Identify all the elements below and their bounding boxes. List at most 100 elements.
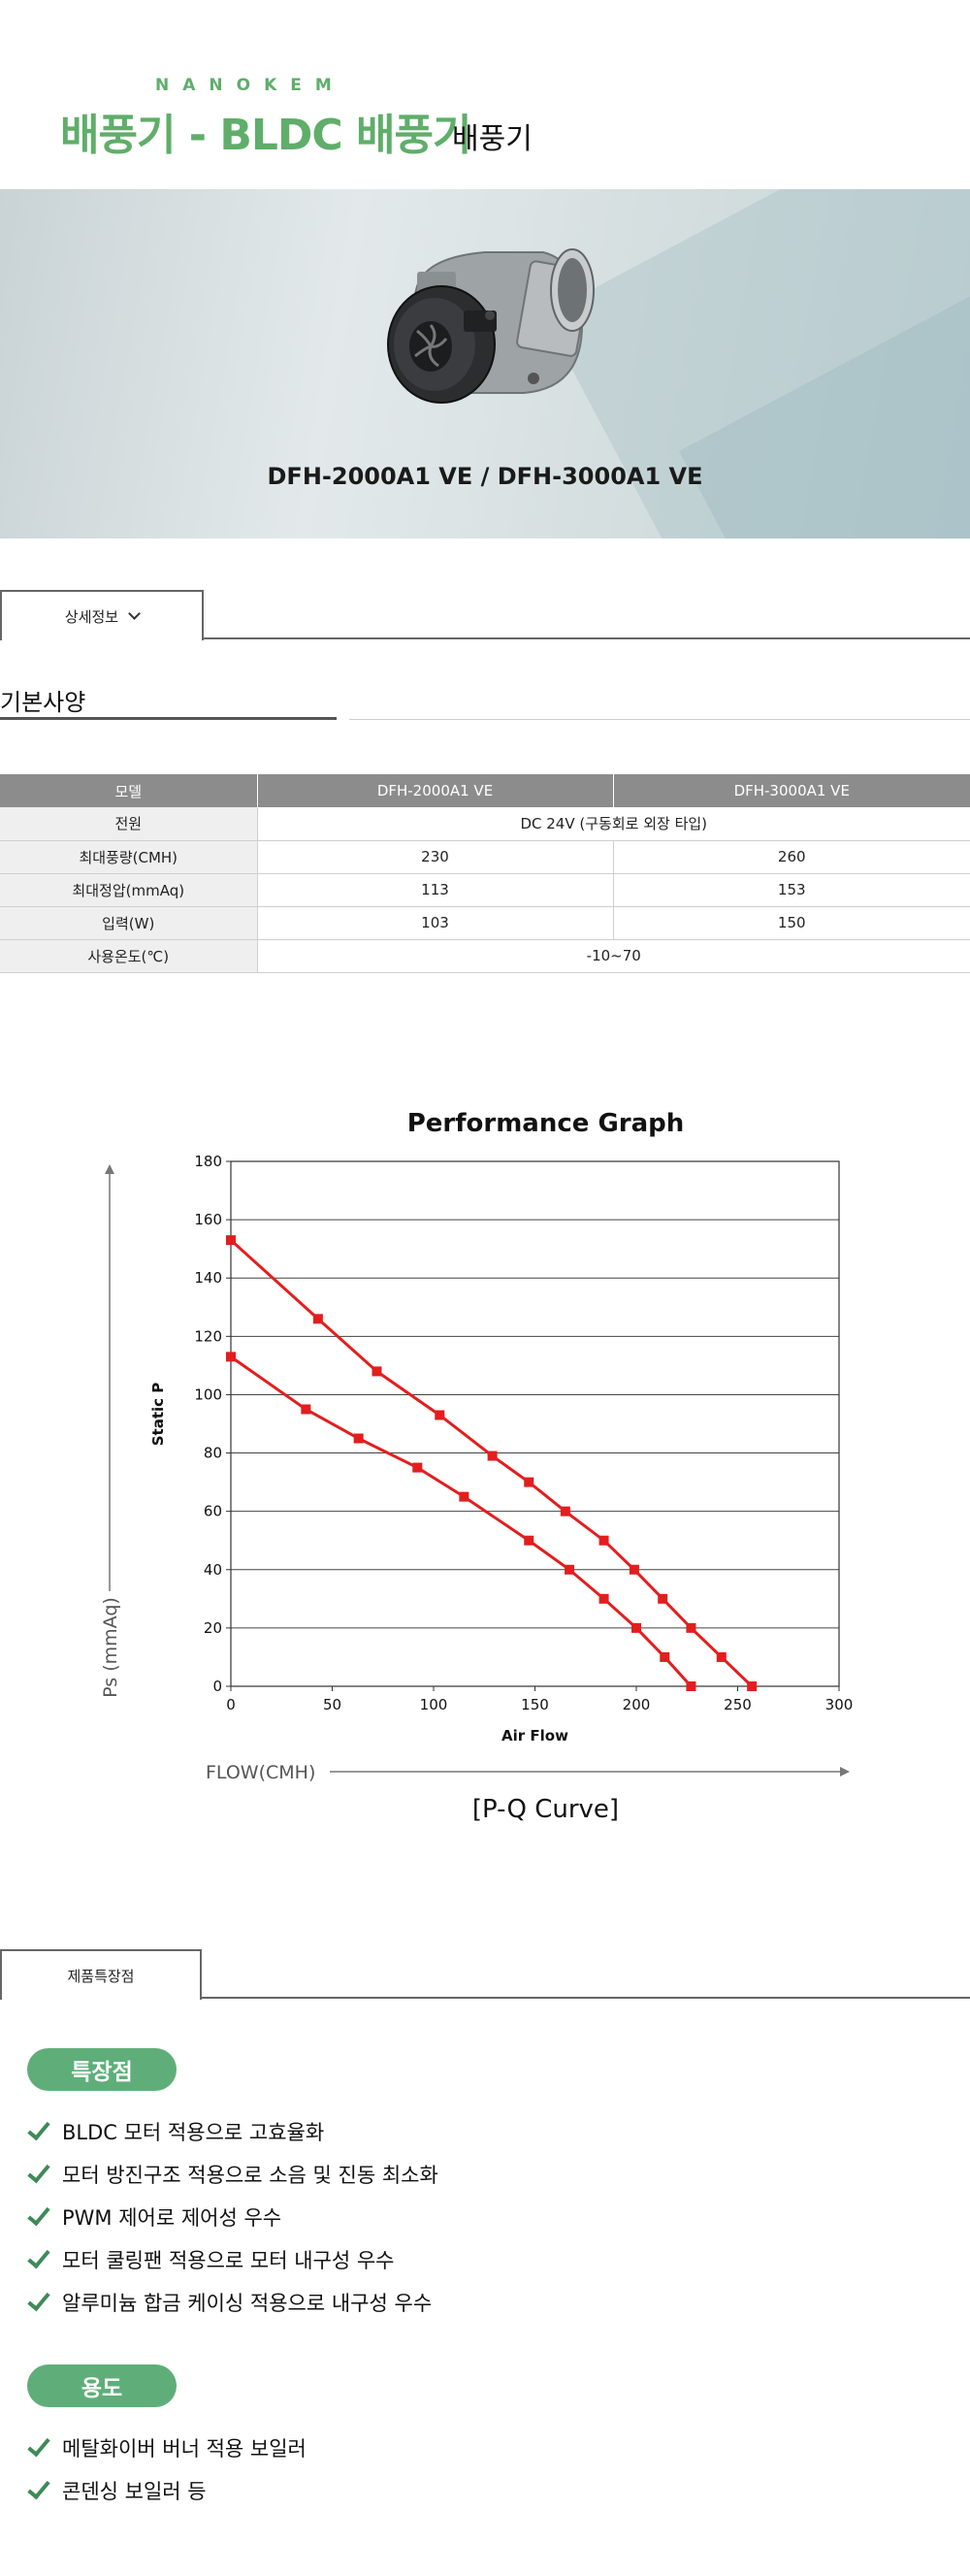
data-point bbox=[435, 1410, 445, 1420]
tab-divider bbox=[0, 637, 970, 639]
check-icon bbox=[27, 2287, 50, 2312]
features-badge: 특장점 bbox=[27, 2048, 177, 2091]
spec-table: 모델 DFH-2000A1 VE DFH-3000A1 VE 전원 DC 24V… bbox=[0, 774, 970, 973]
y-tick-label: 100 bbox=[194, 1386, 222, 1403]
page-subtitle: 배풍기 bbox=[452, 122, 533, 156]
tab-detail-label: 상세정보 bbox=[64, 607, 119, 626]
table-row: 최대풍량(CMH) 230 260 bbox=[0, 840, 970, 874]
y-tick-label: 40 bbox=[204, 1561, 222, 1579]
y-tick-label: 0 bbox=[212, 1678, 222, 1695]
row-value-a: 103 bbox=[257, 906, 614, 940]
row-value-b: 150 bbox=[613, 906, 970, 940]
header-model-a: DFH-2000A1 VE bbox=[257, 774, 614, 807]
y-tick-label: 140 bbox=[194, 1269, 222, 1287]
list-item: 모터 방진구조 적용으로 소음 및 진동 최소화 bbox=[27, 2153, 438, 2196]
plot-frame bbox=[230, 1160, 840, 1687]
data-point bbox=[629, 1564, 639, 1575]
data-point bbox=[686, 1622, 696, 1633]
x-arrow-head bbox=[840, 1767, 850, 1777]
y-tick-label: 20 bbox=[204, 1619, 222, 1637]
section-divider bbox=[349, 719, 970, 720]
tab-features-label: 제품특장점 bbox=[67, 1967, 135, 1985]
data-point bbox=[716, 1651, 727, 1662]
data-point bbox=[226, 1235, 236, 1246]
row-value-b: 260 bbox=[613, 840, 970, 874]
y-tick-label: 80 bbox=[204, 1445, 222, 1462]
row-label: 입력(W) bbox=[0, 906, 258, 940]
data-point bbox=[631, 1622, 641, 1633]
x-axis-label: Air Flow bbox=[501, 1727, 568, 1745]
page-title: 배풍기 - BLDC 배풍기 bbox=[60, 111, 471, 160]
row-value: DC 24V (구동회로 외장 타입) bbox=[257, 807, 970, 841]
table-row: 사용온도(℃) -10~70 bbox=[0, 939, 970, 973]
x-tick-label: 150 bbox=[521, 1696, 549, 1713]
section-title: 기본사양 bbox=[0, 689, 86, 716]
row-label: 사용온도(℃) bbox=[0, 939, 258, 973]
x-tick-label: 250 bbox=[724, 1696, 752, 1713]
row-value-b: 153 bbox=[613, 873, 970, 907]
list-item: BLDC 모터 적용으로 고효율화 bbox=[27, 2110, 438, 2153]
y-tick-label: 60 bbox=[204, 1503, 222, 1520]
check-icon bbox=[27, 2201, 50, 2227]
brand-name: NANOKEM bbox=[155, 76, 345, 95]
data-point bbox=[747, 1681, 758, 1691]
y-tick-label: 160 bbox=[194, 1211, 222, 1228]
section-underline bbox=[0, 717, 337, 720]
list-item: PWM 제어로 제어성 우수 bbox=[27, 2196, 438, 2238]
tab-divider bbox=[0, 1997, 970, 1999]
data-point bbox=[658, 1593, 668, 1604]
check-icon bbox=[27, 2432, 50, 2458]
row-value-a: 230 bbox=[257, 840, 614, 874]
y-tick-label: 180 bbox=[194, 1153, 222, 1170]
tab-detail[interactable]: 상세정보 bbox=[0, 590, 204, 640]
series-line-1 bbox=[229, 1239, 754, 1688]
y-tick-label: 120 bbox=[194, 1327, 222, 1345]
data-point bbox=[560, 1506, 570, 1516]
table-row: 최대정압(mmAq) 113 153 bbox=[0, 873, 970, 907]
row-label: 전원 bbox=[0, 807, 258, 841]
x-tick-label: 200 bbox=[623, 1696, 651, 1713]
data-point bbox=[372, 1366, 382, 1377]
hero-caption: DFH-2000A1 VE / DFH-3000A1 VE bbox=[267, 463, 703, 490]
check-icon bbox=[27, 2244, 50, 2269]
table-row: 전원 DC 24V (구동회로 외장 타입) bbox=[0, 807, 970, 841]
series-line-2 bbox=[230, 1355, 693, 1688]
outer-y-label: Ps (mmAq) bbox=[100, 1597, 121, 1698]
chart-title: Performance Graph bbox=[406, 1109, 685, 1138]
chevron-down-icon bbox=[128, 607, 141, 620]
x-tick-label: 0 bbox=[226, 1696, 236, 1713]
x-tick-label: 100 bbox=[420, 1696, 448, 1713]
row-value: -10~70 bbox=[257, 939, 970, 973]
data-point bbox=[565, 1564, 575, 1575]
row-label: 최대풍량(CMH) bbox=[0, 840, 258, 874]
data-point bbox=[301, 1404, 311, 1415]
features-list: BLDC 모터 적용으로 고효율화 모터 방진구조 적용으로 소음 및 진동 최… bbox=[27, 2110, 438, 2324]
data-point bbox=[660, 1651, 670, 1662]
data-point bbox=[353, 1433, 364, 1444]
hero-banner: DFH-2000A1 VE / DFH-3000A1 VE bbox=[0, 189, 970, 538]
data-point bbox=[524, 1535, 534, 1546]
check-icon bbox=[27, 2159, 50, 2184]
data-point bbox=[487, 1451, 498, 1461]
tab-features[interactable]: 제품특장점 bbox=[0, 1949, 202, 2000]
data-point bbox=[524, 1477, 534, 1487]
data-point bbox=[686, 1681, 696, 1691]
performance-chart: 0 20 40 60 80 100 120 140 160 180 0 50 100 150 200 250 3… bbox=[100, 1153, 853, 1783]
list-item: 모터 쿨링팬 적용으로 모터 내구성 우수 bbox=[27, 2238, 438, 2281]
data-point bbox=[312, 1314, 323, 1324]
data-point bbox=[412, 1462, 423, 1473]
y-axis-label: Static P bbox=[149, 1383, 167, 1447]
list-item: 메탈화이버 버너 적용 보일러 bbox=[27, 2427, 307, 2469]
check-icon bbox=[27, 2116, 50, 2141]
header-model: 모델 bbox=[0, 774, 258, 807]
check-icon bbox=[27, 2475, 50, 2500]
blower-product-image bbox=[387, 248, 595, 404]
usage-list: 메탈화이버 버너 적용 보일러 콘덴싱 보일러 등 bbox=[27, 2427, 307, 2512]
header-model-b: DFH-3000A1 VE bbox=[613, 774, 970, 807]
y-arrow-head bbox=[105, 1164, 114, 1174]
data-point bbox=[459, 1491, 469, 1502]
x-tick-label: 50 bbox=[323, 1696, 341, 1713]
data-point bbox=[598, 1535, 609, 1546]
usage-badge: 용도 bbox=[27, 2364, 177, 2407]
table-row: 입력(W) 103 150 bbox=[0, 906, 970, 940]
